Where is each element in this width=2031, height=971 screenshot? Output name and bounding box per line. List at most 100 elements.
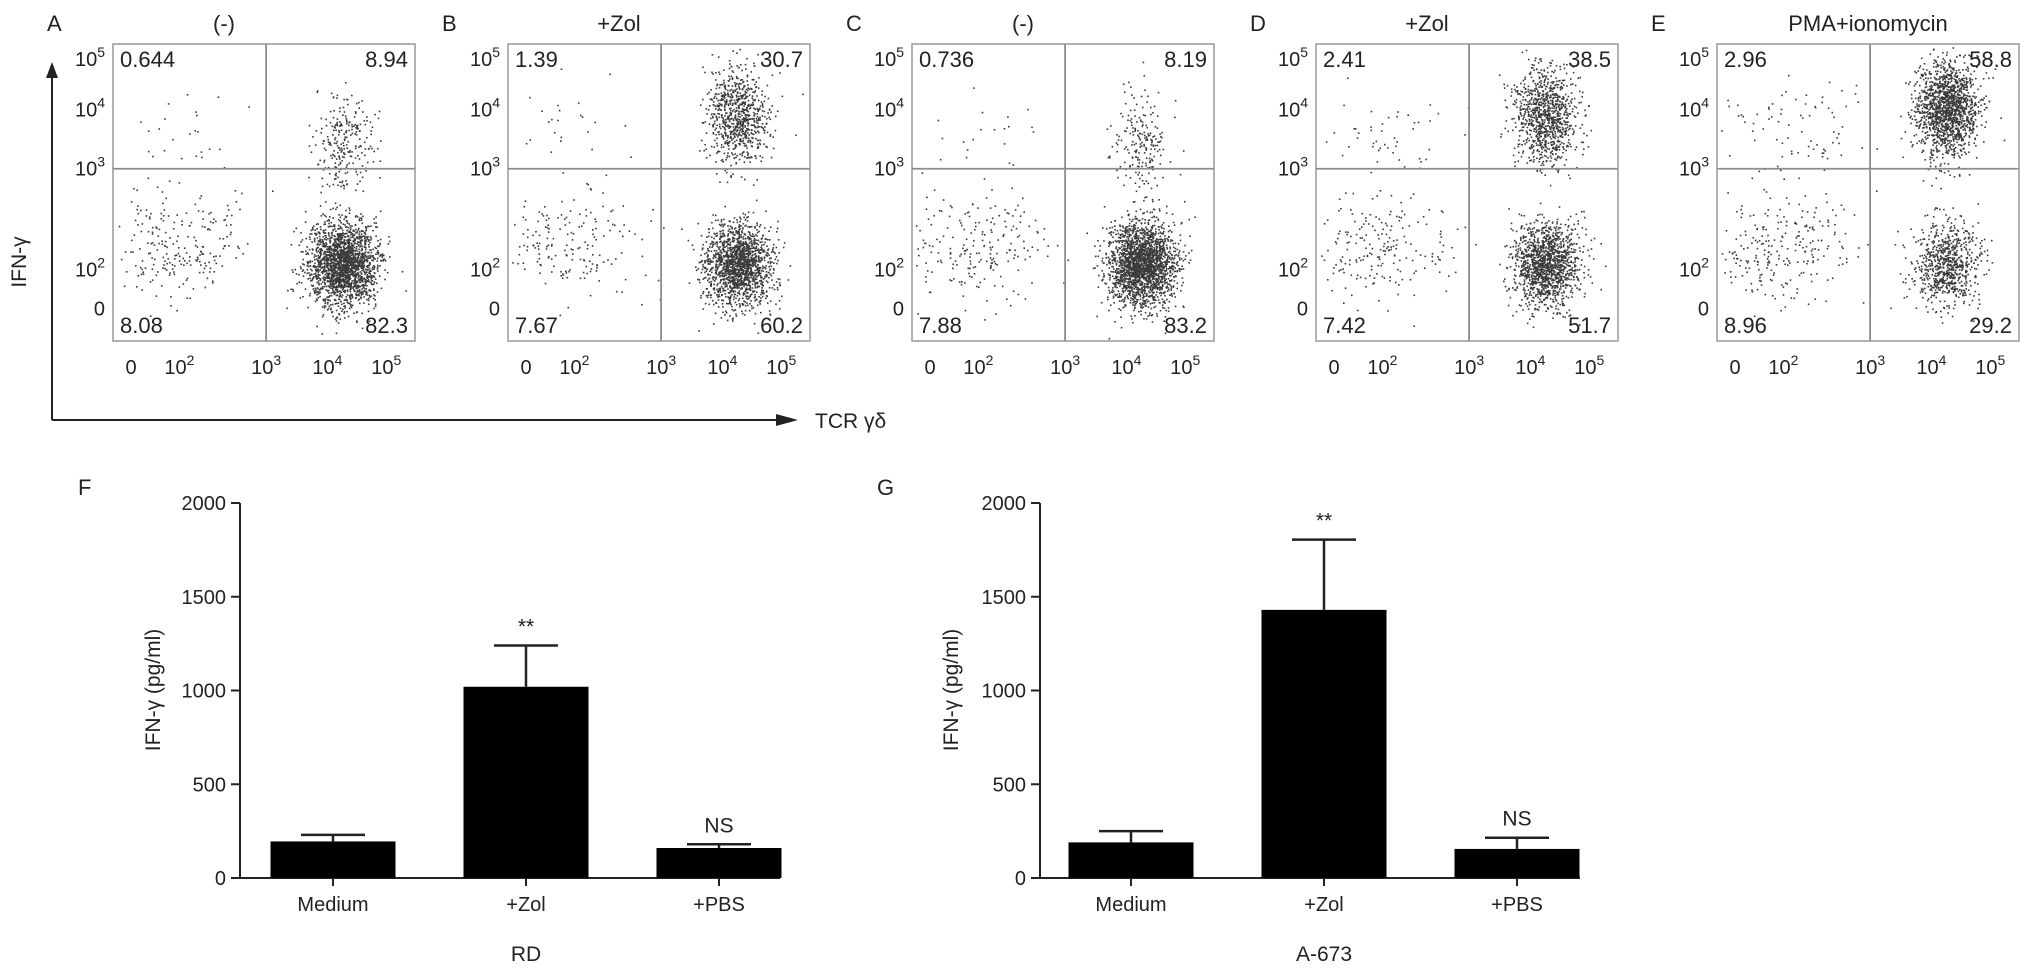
event-dot (770, 265, 772, 268)
event-dot (725, 302, 728, 305)
event-dot (759, 224, 762, 226)
event-dot (339, 107, 341, 109)
event-dot (353, 266, 356, 268)
event-dot (720, 133, 723, 135)
event-dot (333, 150, 335, 152)
event-dot (342, 280, 345, 283)
event-dot (341, 294, 344, 296)
event-dot (349, 230, 351, 233)
event-dot (714, 93, 717, 95)
event-dot (350, 267, 353, 270)
event-dot (194, 203, 197, 206)
event-dot (312, 288, 315, 290)
event-dot (206, 228, 209, 231)
event-dot (758, 268, 761, 270)
event-dot (307, 306, 309, 309)
event-dot (334, 253, 337, 256)
event-dot (330, 260, 333, 263)
event-dot (353, 237, 356, 240)
event-dot (742, 236, 745, 238)
event-dot (742, 297, 744, 300)
event-dot (369, 269, 371, 272)
event-dot (760, 270, 763, 272)
event-dot (548, 255, 550, 258)
event-dot (180, 263, 182, 266)
event-dot (740, 234, 742, 236)
event-dot (354, 265, 357, 268)
event-dot (512, 262, 514, 264)
event-dot (739, 48, 741, 51)
event-dot (319, 243, 322, 245)
event-dot (357, 279, 360, 281)
event-dot (754, 227, 756, 229)
event-dot (731, 280, 733, 283)
event-dot (757, 275, 759, 277)
event-dot (772, 243, 775, 246)
event-dot (730, 107, 732, 110)
event-dot (728, 256, 731, 258)
event-dot (715, 253, 717, 255)
event-dot (157, 271, 159, 273)
event-dot (354, 111, 357, 113)
event-dot (341, 227, 343, 230)
event-dot (736, 124, 739, 126)
event-dot (204, 226, 206, 228)
event-dot (352, 252, 354, 255)
event-dot (338, 276, 340, 279)
event-dot (327, 296, 329, 298)
event-dot (331, 277, 334, 280)
event-dot (753, 235, 755, 237)
event-dot (715, 256, 717, 259)
event-dot (707, 249, 709, 252)
event-dot (344, 276, 347, 278)
event-dot (730, 114, 732, 116)
event-dot (732, 133, 734, 136)
event-dot (346, 256, 348, 259)
event-dot (733, 234, 736, 236)
event-dot (723, 82, 725, 84)
event-dot (311, 241, 313, 243)
event-dot (347, 302, 349, 305)
event-dot (326, 279, 329, 282)
event-dot (341, 249, 343, 251)
event-dot (322, 169, 325, 171)
event-dot (701, 248, 704, 251)
event-dot (357, 263, 360, 265)
event-dot (308, 294, 311, 297)
event-dot (742, 223, 745, 225)
event-dot (211, 282, 214, 284)
event-dot (359, 271, 362, 273)
event-dot (343, 265, 345, 267)
event-dot (720, 255, 722, 258)
event-dot (711, 54, 714, 56)
event-dot (732, 273, 735, 276)
event-dot (741, 281, 743, 284)
event-dot (732, 173, 734, 175)
event-dot (327, 276, 329, 278)
event-dot (320, 191, 322, 194)
event-dot (353, 312, 355, 314)
event-dot (727, 258, 729, 261)
event-dot (713, 289, 716, 291)
event-dot (720, 224, 723, 227)
event-dot (767, 248, 770, 250)
event-dot (189, 297, 192, 300)
event-dot (341, 149, 343, 152)
event-dot (359, 279, 361, 281)
event-dot (717, 109, 719, 111)
event-dot (356, 173, 359, 176)
event-dot (310, 273, 312, 275)
event-dot (330, 268, 333, 271)
event-dot (745, 265, 748, 267)
event-dot (722, 267, 724, 270)
event-dot (773, 251, 775, 254)
event-dot (722, 134, 724, 137)
event-dot (747, 122, 750, 125)
event-dot (738, 298, 741, 300)
event-dot (739, 256, 742, 259)
event-dot (363, 290, 365, 293)
event-dot (377, 264, 379, 267)
event-dot (751, 280, 754, 282)
event-dot (777, 259, 779, 262)
event-dot (754, 241, 756, 244)
